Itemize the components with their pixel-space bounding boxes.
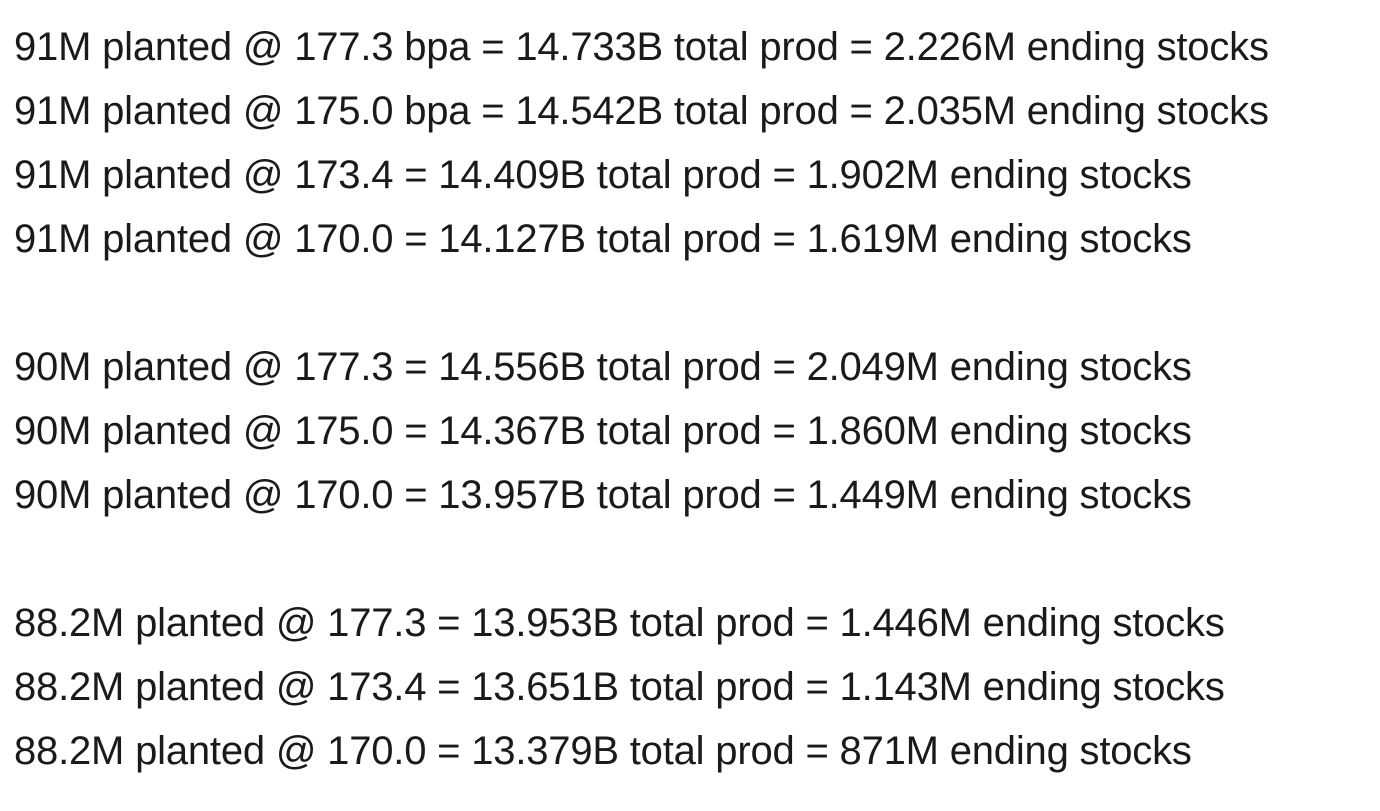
scenario-line: 91M planted @ 170.0 = 14.127B total prod… xyxy=(14,217,1192,261)
scenario-group: 90M planted @ 177.3 = 14.556B total prod… xyxy=(14,335,1380,527)
scenario-group: 88.2M planted @ 177.3 = 13.953B total pr… xyxy=(14,591,1380,783)
scenario-line: 90M planted @ 175.0 = 14.367B total prod… xyxy=(14,409,1192,453)
scenario-group: 91M planted @ 177.3 bpa = 14.733B total … xyxy=(14,15,1380,271)
scenario-line: 91M planted @ 173.4 = 14.409B total prod… xyxy=(14,153,1192,197)
scenario-line: 90M planted @ 177.3 = 14.556B total prod… xyxy=(14,345,1192,389)
scenario-line: 88.2M planted @ 170.0 = 13.379B total pr… xyxy=(14,729,1192,773)
scenario-line: 91M planted @ 175.0 bpa = 14.542B total … xyxy=(14,89,1269,133)
scenario-line: 90M planted @ 170.0 = 13.957B total prod… xyxy=(14,473,1192,517)
scenario-line: 88.2M planted @ 177.3 = 13.953B total pr… xyxy=(14,601,1225,645)
scenario-line: 88.2M planted @ 173.4 = 13.651B total pr… xyxy=(14,665,1225,709)
scenario-line: 91M planted @ 177.3 bpa = 14.733B total … xyxy=(14,25,1269,69)
